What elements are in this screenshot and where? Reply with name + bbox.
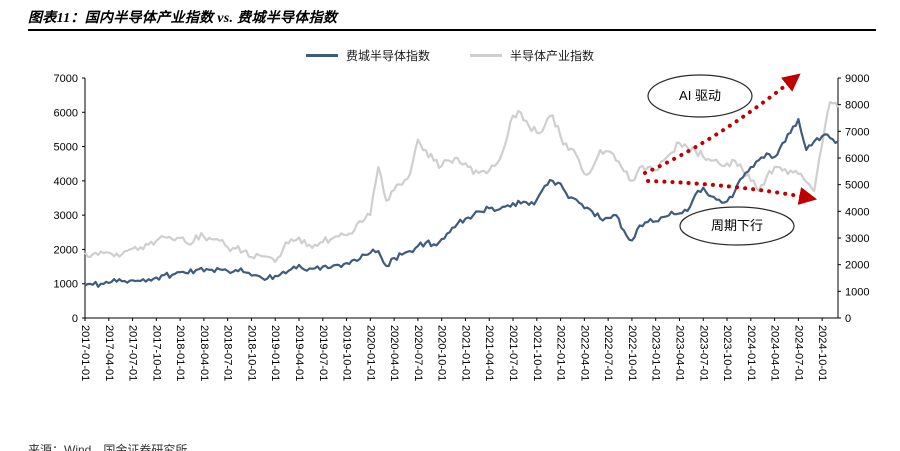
x-axis-label: 2023-04-01 — [673, 325, 685, 381]
x-axis-label: 2020-01-01 — [364, 325, 376, 381]
x-axis-label: 2021-01-01 — [459, 325, 471, 381]
x-axis-label: 2021-10-01 — [531, 325, 543, 381]
x-axis-label: 2018-04-01 — [198, 325, 210, 381]
annotation-ellipse — [679, 206, 795, 246]
chart-title: 图表11：国内半导体产业指数 vs. 费城半导体指数 — [28, 11, 338, 26]
right-axis-label: 3000 — [845, 233, 869, 245]
up-trend-arrow — [643, 73, 801, 175]
x-axis-label: 2024-07-01 — [792, 325, 804, 381]
x-axis-label: 2018-01-01 — [174, 325, 186, 381]
title-underline — [28, 29, 876, 31]
x-axis-label: 2024-10-01 — [816, 325, 828, 381]
legend-swatch-domestic — [470, 54, 502, 57]
left-axis-label: 3000 — [54, 210, 78, 222]
x-axis-label: 2024-04-01 — [769, 325, 781, 381]
x-axis-label: 2019-04-01 — [293, 325, 305, 381]
x-axis-label: 2019-10-01 — [341, 325, 353, 381]
x-axis-label: 2023-01-01 — [650, 325, 662, 381]
right-axis-label: 5000 — [845, 180, 869, 192]
annotation-label: 周期下行 — [711, 218, 763, 233]
right-axis-label: 1000 — [845, 286, 869, 298]
x-axis-label: 2021-07-01 — [507, 325, 519, 381]
x-axis-label: 2024-01-01 — [745, 325, 757, 381]
x-axis-label: 2022-01-01 — [555, 325, 567, 381]
right-axis-label: 0 — [845, 313, 851, 325]
x-axis-label: 2017-10-01 — [150, 325, 162, 381]
down-trend-arrow — [646, 179, 818, 205]
left-axis-label: 5000 — [54, 142, 78, 154]
x-axis-label: 2019-01-01 — [269, 325, 281, 381]
right-axis-label: 7000 — [845, 126, 869, 138]
right-axis-label: 6000 — [845, 153, 869, 165]
left-axis-label: 2000 — [54, 244, 78, 256]
x-axis-label: 2018-10-01 — [245, 325, 257, 381]
x-axis-label: 2022-10-01 — [626, 325, 638, 381]
legend-label-domestic: 半导体产业指数 — [510, 49, 595, 63]
right-axis-label: 4000 — [845, 206, 869, 218]
right-axis-label: 2000 — [845, 260, 869, 272]
left-axis-label: 1000 — [54, 279, 78, 291]
legend-item-sox: 费城半导体指数 — [305, 47, 430, 64]
x-axis-label: 2021-04-01 — [483, 325, 495, 381]
x-axis-label: 2020-10-01 — [436, 325, 448, 381]
x-axis-label: 2018-07-01 — [222, 325, 234, 381]
x-axis-label: 2022-07-01 — [602, 325, 614, 381]
x-axis-label: 2017-04-01 — [103, 325, 115, 381]
source-note: 来源：Wind，国金证券研究所 — [28, 443, 188, 451]
x-axis-label: 2023-07-01 — [697, 325, 709, 381]
left-axis-label: 4000 — [54, 176, 78, 188]
x-axis-label: 2020-07-01 — [412, 325, 424, 381]
annotation-label: AI 驱动 — [679, 88, 721, 103]
right-axis-label: 9000 — [845, 73, 869, 85]
x-axis-label: 2023-10-01 — [721, 325, 733, 381]
annotation-ellipse — [647, 74, 753, 118]
x-axis-label: 2017-07-01 — [127, 325, 139, 381]
x-axis-label: 2022-04-01 — [578, 325, 590, 381]
series-sox-index-line — [84, 118, 839, 288]
semiconductor-index-chart: 7000600050004000300020001000090008000700… — [54, 73, 870, 381]
left-axis-label: 0 — [72, 313, 78, 325]
legend-item-domestic: 半导体产业指数 — [470, 47, 594, 64]
legend-label-sox: 费城半导体指数 — [345, 49, 430, 63]
right-axis-label: 8000 — [845, 100, 869, 112]
chart-legend: 费城半导体指数 半导体产业指数 — [0, 47, 900, 64]
x-axis-label: 2019-07-01 — [317, 325, 329, 381]
left-axis-label: 6000 — [54, 107, 78, 119]
left-axis-label: 7000 — [54, 73, 78, 85]
legend-swatch-sox — [305, 54, 338, 57]
x-axis-label: 2017-01-01 — [79, 325, 91, 381]
x-axis-label: 2020-04-01 — [388, 325, 400, 381]
series-domestic-index-line — [84, 100, 839, 264]
